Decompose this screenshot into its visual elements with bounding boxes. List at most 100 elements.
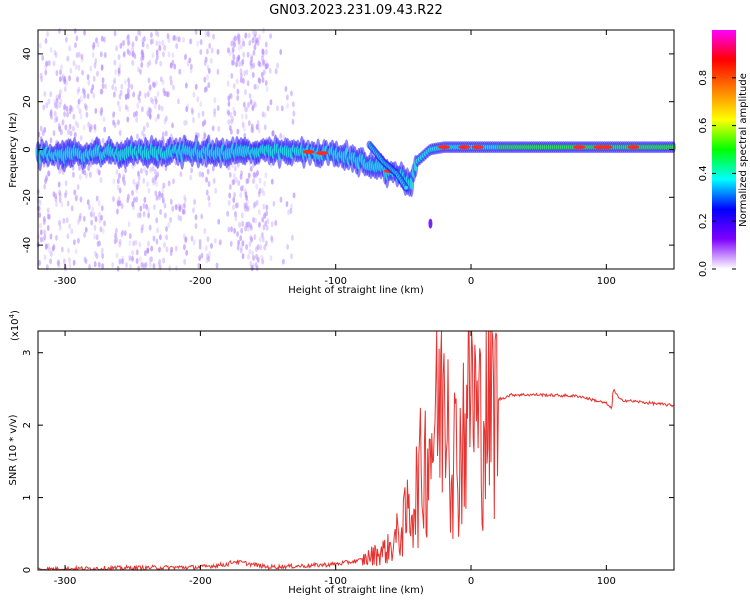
noise-speckle (238, 61, 241, 68)
noise-speckle (72, 259, 76, 266)
noise-speckle (148, 59, 152, 66)
noise-speckle (149, 166, 153, 173)
noise-speckle (185, 106, 189, 113)
noise-speckle (43, 126, 47, 133)
noise-speckle (262, 69, 266, 76)
noise-speckle (79, 113, 83, 120)
noise-speckle (228, 124, 232, 131)
noise-speckle (86, 93, 90, 100)
noise-speckle (131, 255, 134, 262)
noise-speckle (74, 120, 78, 127)
noise-speckle (138, 212, 142, 219)
noise-speckle (66, 55, 70, 62)
noise-speckle (68, 45, 72, 52)
noise-speckle (84, 104, 88, 111)
noise-speckle (88, 126, 92, 133)
noise-speckle (135, 258, 139, 265)
x-tick-label: -300 (54, 276, 77, 287)
noise-speckle (154, 174, 158, 181)
spectrogram-x-ticks: -300 -200 -100 0 100 (54, 30, 616, 287)
noise-speckle (93, 261, 97, 268)
noise-speckle (172, 84, 175, 91)
noise-speckle (175, 43, 179, 50)
noise-speckle (73, 189, 77, 196)
noise-speckle (140, 167, 143, 174)
y-tick-label: -20 (22, 189, 33, 205)
noise-speckle (103, 126, 107, 133)
noise-speckle (158, 190, 161, 197)
noise-speckle (128, 240, 132, 247)
noise-speckle (46, 225, 50, 232)
noise-speckle (156, 113, 160, 120)
noise-speckle (137, 29, 140, 36)
noise-speckle (257, 127, 261, 134)
noise-speckle (55, 94, 59, 101)
noise-speckle (280, 105, 284, 112)
noise-speckle (115, 208, 119, 215)
noise-speckle (119, 89, 123, 96)
noise-speckle (256, 256, 260, 263)
noise-speckle (112, 91, 116, 98)
noise-speckle (152, 262, 156, 269)
noise-speckle (55, 201, 58, 208)
noise-speckle (153, 168, 157, 175)
noise-speckle (263, 180, 267, 187)
snr-x-ticks: -300 -200 -100 0 100 (54, 331, 616, 587)
noise-speckle (130, 83, 134, 90)
noise-speckle (111, 84, 115, 91)
noise-speckle (200, 213, 204, 220)
noise-speckle (215, 262, 219, 269)
noise-speckle (58, 189, 62, 196)
noise-speckle (100, 35, 104, 42)
noise-speckle (73, 27, 77, 34)
y-tick-label: 0 (22, 146, 33, 152)
noise-speckle (238, 37, 241, 44)
noise-speckle (252, 178, 255, 185)
noise-speckle (260, 232, 264, 239)
noise-speckle (66, 55, 69, 62)
noise-speckle (77, 98, 81, 105)
noise-speckle (76, 89, 80, 96)
noise-speckle (136, 212, 140, 219)
noise-speckle (252, 171, 256, 178)
noise-speckle (142, 211, 146, 218)
noise-speckle (233, 165, 237, 172)
noise-speckle (118, 258, 122, 265)
noise-speckle (284, 85, 288, 92)
noise-speckle (88, 263, 91, 270)
noise-speckle (58, 125, 62, 132)
noise-speckle (131, 51, 135, 58)
noise-speckle (63, 86, 67, 93)
noise-speckle (183, 54, 187, 61)
noise-speckle (142, 177, 146, 184)
noise-speckle (179, 171, 183, 178)
noise-speckle (95, 37, 98, 44)
noise-speckle (76, 103, 80, 110)
noise-speckle (270, 237, 274, 244)
snr-series-line (37, 330, 674, 572)
colorbar-tick-label: 0.8 (698, 70, 709, 86)
noise-speckle (104, 83, 107, 90)
noise-speckle (139, 205, 143, 212)
noise-speckle (49, 233, 53, 240)
noise-speckle (233, 191, 236, 198)
noise-speckle (218, 239, 222, 246)
noise-speckle (207, 195, 211, 202)
noise-speckle (132, 196, 136, 203)
noise-speckle (132, 204, 135, 211)
noise-speckle (245, 244, 249, 251)
noise-speckle (192, 116, 195, 123)
noise-speckle (63, 77, 66, 84)
noise-speckle (237, 45, 241, 52)
noise-speckle (92, 211, 96, 218)
noise-speckle (270, 178, 274, 185)
noise-speckle (134, 239, 138, 246)
noise-speckle (194, 222, 198, 229)
noise-speckle (241, 240, 245, 247)
noise-speckle (118, 238, 122, 245)
noise-speckle (241, 220, 245, 227)
noise-speckle (54, 52, 58, 59)
noise-speckle (93, 233, 96, 240)
noise-speckle (97, 169, 101, 176)
